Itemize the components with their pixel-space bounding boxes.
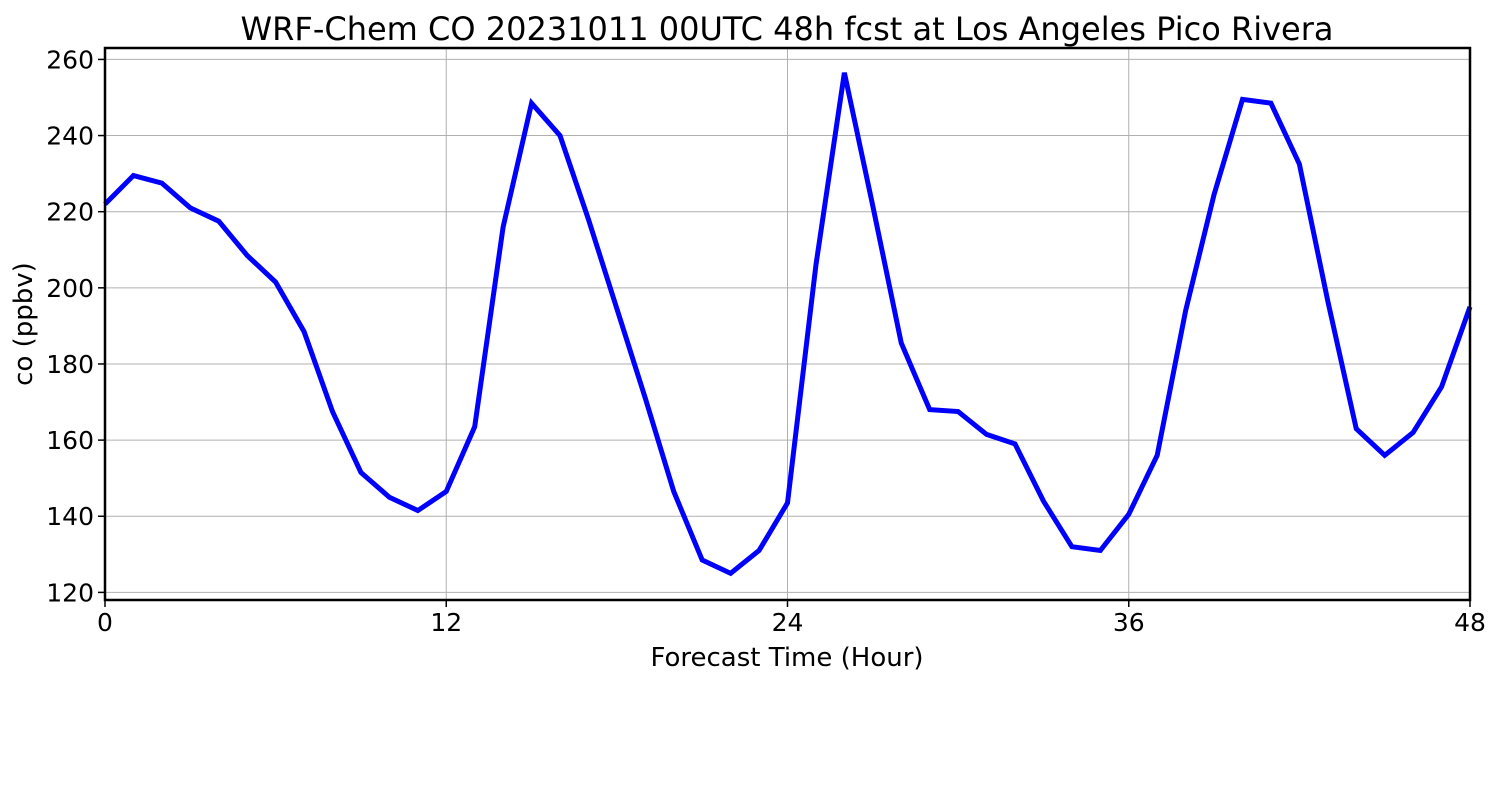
y-tick-label: 180 [46,350,94,379]
y-tick-label: 120 [46,578,94,607]
y-tick-label: 220 [46,198,94,227]
y-axis-label: co (ppbv) [9,262,39,386]
x-tick-label: 12 [430,608,462,637]
x-tick-label: 48 [1454,608,1486,637]
y-tick-label: 240 [46,122,94,151]
x-tick-label: 36 [1113,608,1145,637]
x-tick-label: 24 [772,608,804,637]
series-line [103,72,1473,577]
x-tick-label: 0 [97,608,113,637]
chart-title: WRF-Chem CO 20231011 00UTC 48h fcst at L… [241,10,1334,48]
axis-ticks: 0 12 24 36 48 120 140 160 180 200 220 240 260 [46,45,1486,637]
y-tick-label: 160 [46,426,94,455]
y-tick-label: 200 [46,274,94,303]
y-tick-label: 260 [46,45,94,74]
grid-lines [104,48,1471,600]
series-layer [103,72,1473,577]
y-tick-label: 140 [46,502,94,531]
x-axis-label: Forecast Time (Hour) [650,643,923,673]
